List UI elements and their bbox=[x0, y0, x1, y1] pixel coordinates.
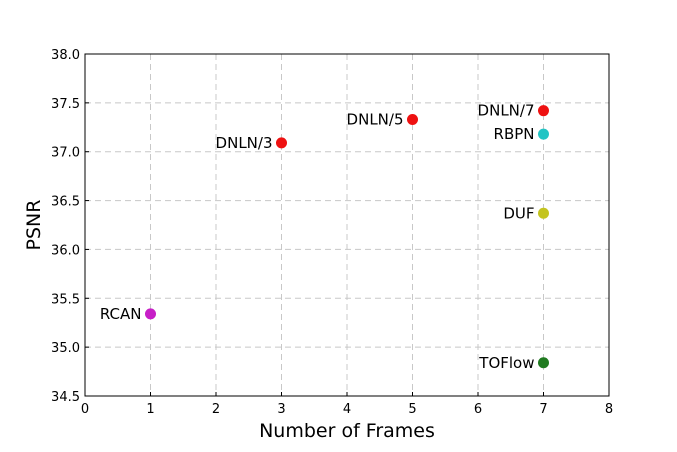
point-dnln-5 bbox=[407, 113, 418, 125]
point-rcan bbox=[145, 308, 156, 320]
y-tick-label: 36.0 bbox=[51, 243, 80, 258]
x-tick-label: 1 bbox=[146, 402, 154, 417]
x-axis-label: Number of Frames bbox=[259, 420, 435, 442]
point-label-dnln-5: DNLN/5 bbox=[347, 110, 404, 128]
point-rbpn bbox=[538, 128, 549, 140]
x-tick-label: 2 bbox=[212, 402, 220, 417]
point-dnln-7 bbox=[538, 105, 549, 117]
point-label-rcan: RCAN bbox=[100, 305, 142, 323]
point-label-dnln-3: DNLN/3 bbox=[216, 134, 273, 152]
point-label-rbpn: RBPN bbox=[494, 125, 535, 143]
y-tick-label: 36.5 bbox=[51, 195, 80, 210]
x-tick-label: 3 bbox=[277, 402, 285, 417]
y-tick-label: 37.0 bbox=[51, 146, 80, 161]
x-tick-label: 6 bbox=[474, 402, 482, 417]
y-tick-label: 35.5 bbox=[51, 292, 80, 307]
x-tick-label: 7 bbox=[539, 402, 547, 417]
x-tick-label: 8 bbox=[605, 402, 613, 417]
x-tick-label: 4 bbox=[343, 402, 351, 417]
data-points: RCAN DNLN/3 DNLN/5 DNLN/7 RBPN DUF TOFlow bbox=[100, 102, 549, 372]
y-axis-ticks: 34.5 35.0 35.5 36.0 36.5 37.0 37.5 38.0 bbox=[51, 48, 89, 405]
y-tick-label: 38.0 bbox=[51, 48, 80, 63]
point-toflow bbox=[538, 357, 549, 369]
point-label-duf: DUF bbox=[503, 204, 534, 222]
x-tick-label: 5 bbox=[408, 402, 416, 417]
point-label-toflow: TOFlow bbox=[478, 354, 534, 372]
x-axis-ticks: 0 1 2 3 4 5 6 7 8 bbox=[81, 392, 613, 417]
y-axis-label: PSNR bbox=[23, 200, 45, 251]
y-tick-label: 37.5 bbox=[51, 97, 80, 112]
y-tick-label: 34.5 bbox=[51, 390, 80, 405]
point-dnln-3 bbox=[276, 137, 287, 149]
x-tick-label: 0 bbox=[81, 402, 89, 417]
point-label-dnln-7: DNLN/7 bbox=[478, 102, 535, 120]
point-duf bbox=[538, 207, 549, 219]
y-tick-label: 35.0 bbox=[51, 341, 80, 356]
grid-lines bbox=[85, 54, 609, 396]
